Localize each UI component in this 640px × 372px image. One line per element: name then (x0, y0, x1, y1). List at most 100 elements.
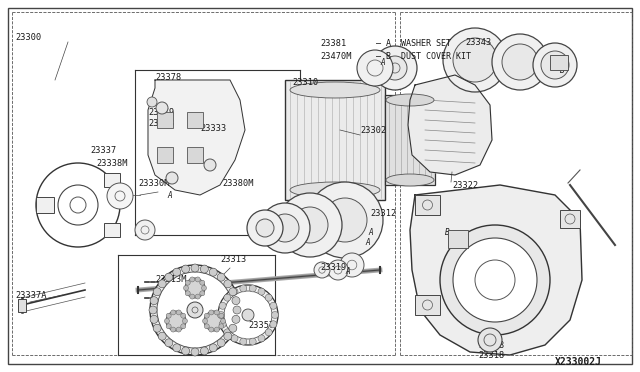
Polygon shape (408, 75, 492, 175)
Circle shape (180, 313, 186, 318)
Bar (448, 230, 468, 248)
Circle shape (189, 294, 195, 299)
Text: 23380M: 23380M (222, 179, 253, 187)
Circle shape (184, 285, 189, 291)
Circle shape (158, 332, 166, 340)
Circle shape (166, 311, 186, 331)
Circle shape (166, 324, 171, 329)
Circle shape (271, 214, 299, 242)
Circle shape (256, 219, 274, 237)
Circle shape (202, 285, 207, 291)
Circle shape (191, 348, 199, 356)
Bar (415, 295, 440, 315)
Circle shape (278, 193, 342, 257)
Ellipse shape (290, 82, 380, 98)
Text: A: A (380, 58, 385, 67)
Circle shape (195, 277, 200, 282)
Circle shape (204, 311, 224, 331)
Circle shape (153, 288, 161, 296)
Circle shape (176, 310, 181, 315)
Bar (36, 197, 54, 213)
Circle shape (271, 311, 278, 318)
Circle shape (135, 220, 155, 240)
Text: B: B (445, 228, 450, 237)
Bar (187, 147, 203, 163)
Circle shape (357, 50, 393, 86)
Circle shape (265, 329, 272, 336)
Circle shape (173, 268, 180, 276)
Circle shape (249, 338, 256, 345)
Ellipse shape (386, 94, 434, 106)
Circle shape (157, 272, 233, 348)
Circle shape (191, 264, 199, 272)
Circle shape (147, 97, 157, 107)
Circle shape (165, 273, 173, 281)
Circle shape (156, 102, 168, 114)
Circle shape (185, 291, 190, 296)
Text: B: B (558, 55, 563, 64)
Circle shape (492, 34, 548, 90)
Circle shape (229, 324, 237, 332)
Circle shape (209, 268, 217, 276)
Text: 23330M: 23330M (138, 179, 170, 187)
Circle shape (200, 347, 209, 355)
Text: 23343: 23343 (465, 38, 492, 46)
Circle shape (149, 306, 157, 314)
Text: A: A (167, 190, 172, 199)
Text: A: A (365, 237, 370, 247)
Circle shape (200, 280, 205, 285)
Text: 23333: 23333 (200, 124, 227, 132)
Circle shape (383, 56, 407, 80)
Text: 23337A: 23337A (15, 291, 47, 299)
Bar (157, 147, 173, 163)
Circle shape (214, 310, 220, 315)
Text: 23318: 23318 (478, 350, 504, 359)
Circle shape (502, 44, 538, 80)
Circle shape (189, 277, 195, 282)
Bar (18, 299, 26, 312)
Circle shape (224, 291, 272, 339)
Polygon shape (410, 185, 582, 355)
Circle shape (260, 203, 310, 253)
Circle shape (219, 313, 224, 318)
Circle shape (249, 285, 256, 292)
Circle shape (219, 302, 226, 309)
Circle shape (258, 335, 265, 342)
Bar (157, 112, 173, 128)
Circle shape (171, 327, 175, 332)
Circle shape (453, 238, 537, 322)
Circle shape (173, 344, 180, 352)
Circle shape (478, 328, 502, 352)
Circle shape (165, 339, 173, 347)
Text: 23312: 23312 (370, 208, 396, 218)
Text: 23338M: 23338M (96, 158, 127, 167)
Circle shape (221, 318, 225, 324)
Bar (104, 223, 120, 237)
Circle shape (229, 288, 237, 296)
Circle shape (258, 288, 265, 295)
Bar (415, 195, 440, 215)
Circle shape (231, 335, 238, 342)
Text: A: A (368, 228, 372, 237)
Circle shape (150, 296, 158, 305)
Text: 23379: 23379 (148, 108, 174, 116)
Text: — B  DUST COVER KIT: — B DUST COVER KIT (376, 51, 471, 61)
Text: 23322: 23322 (452, 180, 478, 189)
Circle shape (187, 302, 203, 318)
Circle shape (200, 265, 209, 273)
Circle shape (242, 309, 254, 321)
Circle shape (224, 332, 232, 340)
Text: 23313M: 23313M (155, 276, 186, 285)
Circle shape (233, 306, 241, 314)
Text: 23038: 23038 (478, 340, 504, 350)
Circle shape (182, 318, 188, 324)
Circle shape (240, 338, 247, 345)
Circle shape (214, 327, 220, 332)
Circle shape (323, 198, 367, 242)
Text: B: B (560, 65, 564, 74)
Circle shape (166, 313, 171, 318)
Bar (285, 80, 385, 200)
Circle shape (224, 329, 231, 336)
Circle shape (176, 327, 181, 332)
Circle shape (195, 294, 200, 299)
